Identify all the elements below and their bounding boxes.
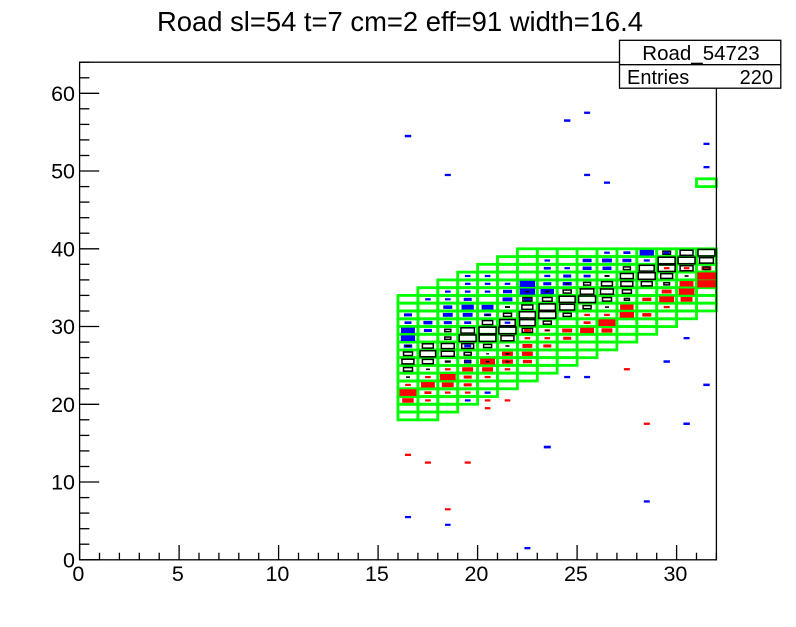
svg-text:15: 15	[365, 562, 389, 586]
svg-text:Road sl=54 t=7 cm=2 eff=91 wid: Road sl=54 t=7 cm=2 eff=91 width=16.4	[157, 6, 643, 37]
svg-text:40: 40	[51, 237, 75, 261]
svg-text:Entries: Entries	[627, 67, 689, 89]
svg-text:30: 30	[51, 315, 75, 339]
svg-text:220: 220	[740, 67, 773, 89]
svg-text:30: 30	[663, 562, 687, 586]
svg-text:50: 50	[51, 160, 75, 184]
svg-text:10: 10	[51, 471, 75, 495]
svg-text:5: 5	[172, 562, 184, 586]
svg-text:20: 20	[464, 562, 488, 586]
svg-text:20: 20	[51, 393, 75, 417]
svg-text:25: 25	[564, 562, 588, 586]
svg-text:60: 60	[51, 82, 75, 106]
svg-text:0: 0	[72, 562, 84, 586]
svg-text:10: 10	[265, 562, 289, 586]
svg-text:Road_54723: Road_54723	[642, 42, 759, 65]
svg-text:0: 0	[63, 548, 75, 572]
